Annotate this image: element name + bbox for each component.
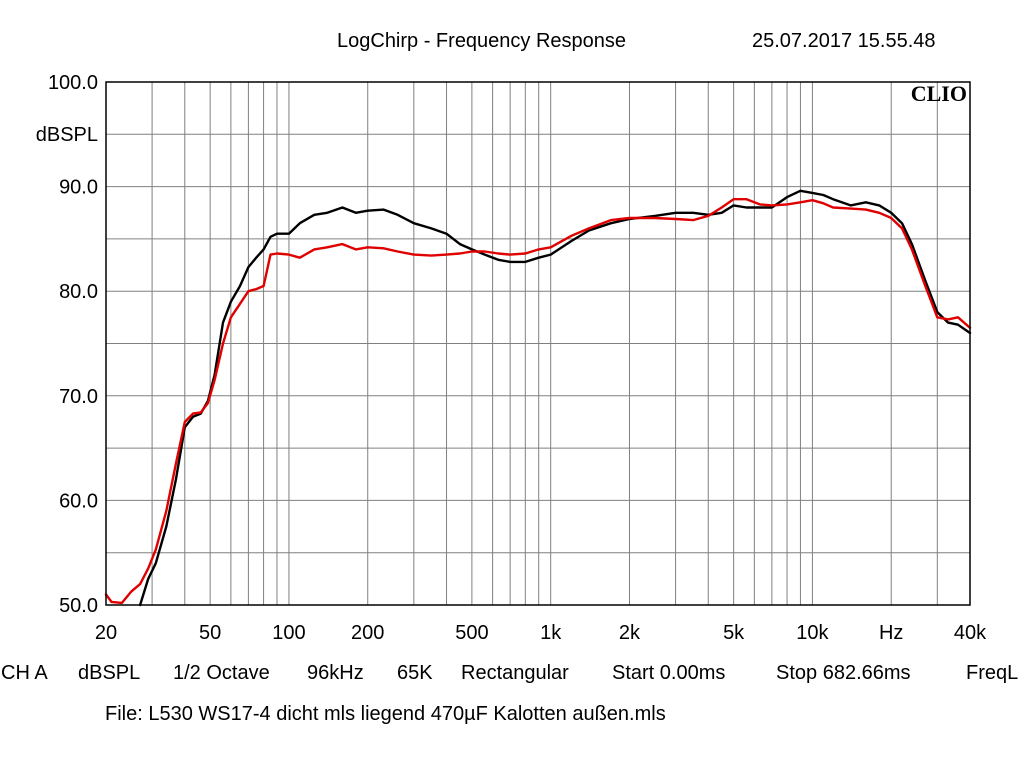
y-tick-label: 60.0	[59, 490, 98, 512]
setting-stop: Stop 682.66ms	[776, 662, 911, 684]
y-tick-label: 80.0	[59, 281, 98, 303]
x-tick-label: 20	[95, 622, 117, 644]
x-tick-label: 10k	[796, 622, 829, 644]
x-tick-label: Hz	[879, 622, 903, 644]
y-tick-label: 50.0	[59, 595, 98, 617]
x-tick-label: 50	[199, 622, 221, 644]
series-line-1	[138, 189, 972, 607]
y-tick-label: 90.0	[59, 177, 98, 199]
file-name: File: L530 WS17-4 dicht mls liegend 470µ…	[105, 703, 666, 725]
plot-frame	[105, 81, 971, 606]
x-tick-label: 100	[272, 622, 305, 644]
y-axis-label: dBSPL	[36, 124, 98, 146]
x-tick-label: 500	[455, 622, 488, 644]
setting-unit: dBSPL	[78, 662, 141, 684]
y-tick-labels: 50.0 60.0 70.0 80.0 90.0 100.0	[48, 72, 98, 617]
x-tick-label: 40k	[954, 622, 987, 644]
setting-channel: CH A	[1, 662, 48, 684]
setting-window: Rectangular	[461, 662, 569, 684]
grid-lines	[106, 82, 970, 605]
series-group	[104, 189, 972, 607]
y-tick-label: 70.0	[59, 386, 98, 408]
chart-title: LogChirp - Frequency Response	[337, 30, 627, 52]
setting-mode: FreqL	[966, 662, 1019, 684]
x-tick-labels: 20 50 100 200 500 1k 2k 5k 10k Hz 40k	[95, 622, 987, 644]
x-tick-label: 1k	[540, 622, 562, 644]
setting-points: 65K	[397, 662, 433, 684]
setting-start: Start 0.00ms	[612, 662, 726, 684]
x-tick-label: 5k	[723, 622, 745, 644]
series-line-2	[104, 197, 972, 605]
y-tick-label: 100.0	[48, 72, 98, 94]
timestamp: 25.07.2017 15.55.48	[752, 30, 936, 52]
x-tick-label: 2k	[619, 622, 641, 644]
clio-logo: CLIO	[911, 81, 967, 106]
x-tick-label: 200	[351, 622, 384, 644]
setting-smoothing: 1/2 Octave	[173, 662, 270, 684]
setting-sample-rate: 96kHz	[307, 662, 364, 684]
